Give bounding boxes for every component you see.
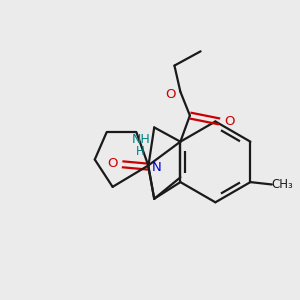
Text: O: O: [224, 115, 234, 128]
Text: O: O: [107, 157, 118, 169]
Text: CH₃: CH₃: [272, 178, 293, 191]
Text: O: O: [166, 88, 176, 100]
Text: N: N: [152, 161, 161, 174]
Text: H: H: [136, 145, 144, 158]
Text: NH: NH: [132, 133, 151, 146]
